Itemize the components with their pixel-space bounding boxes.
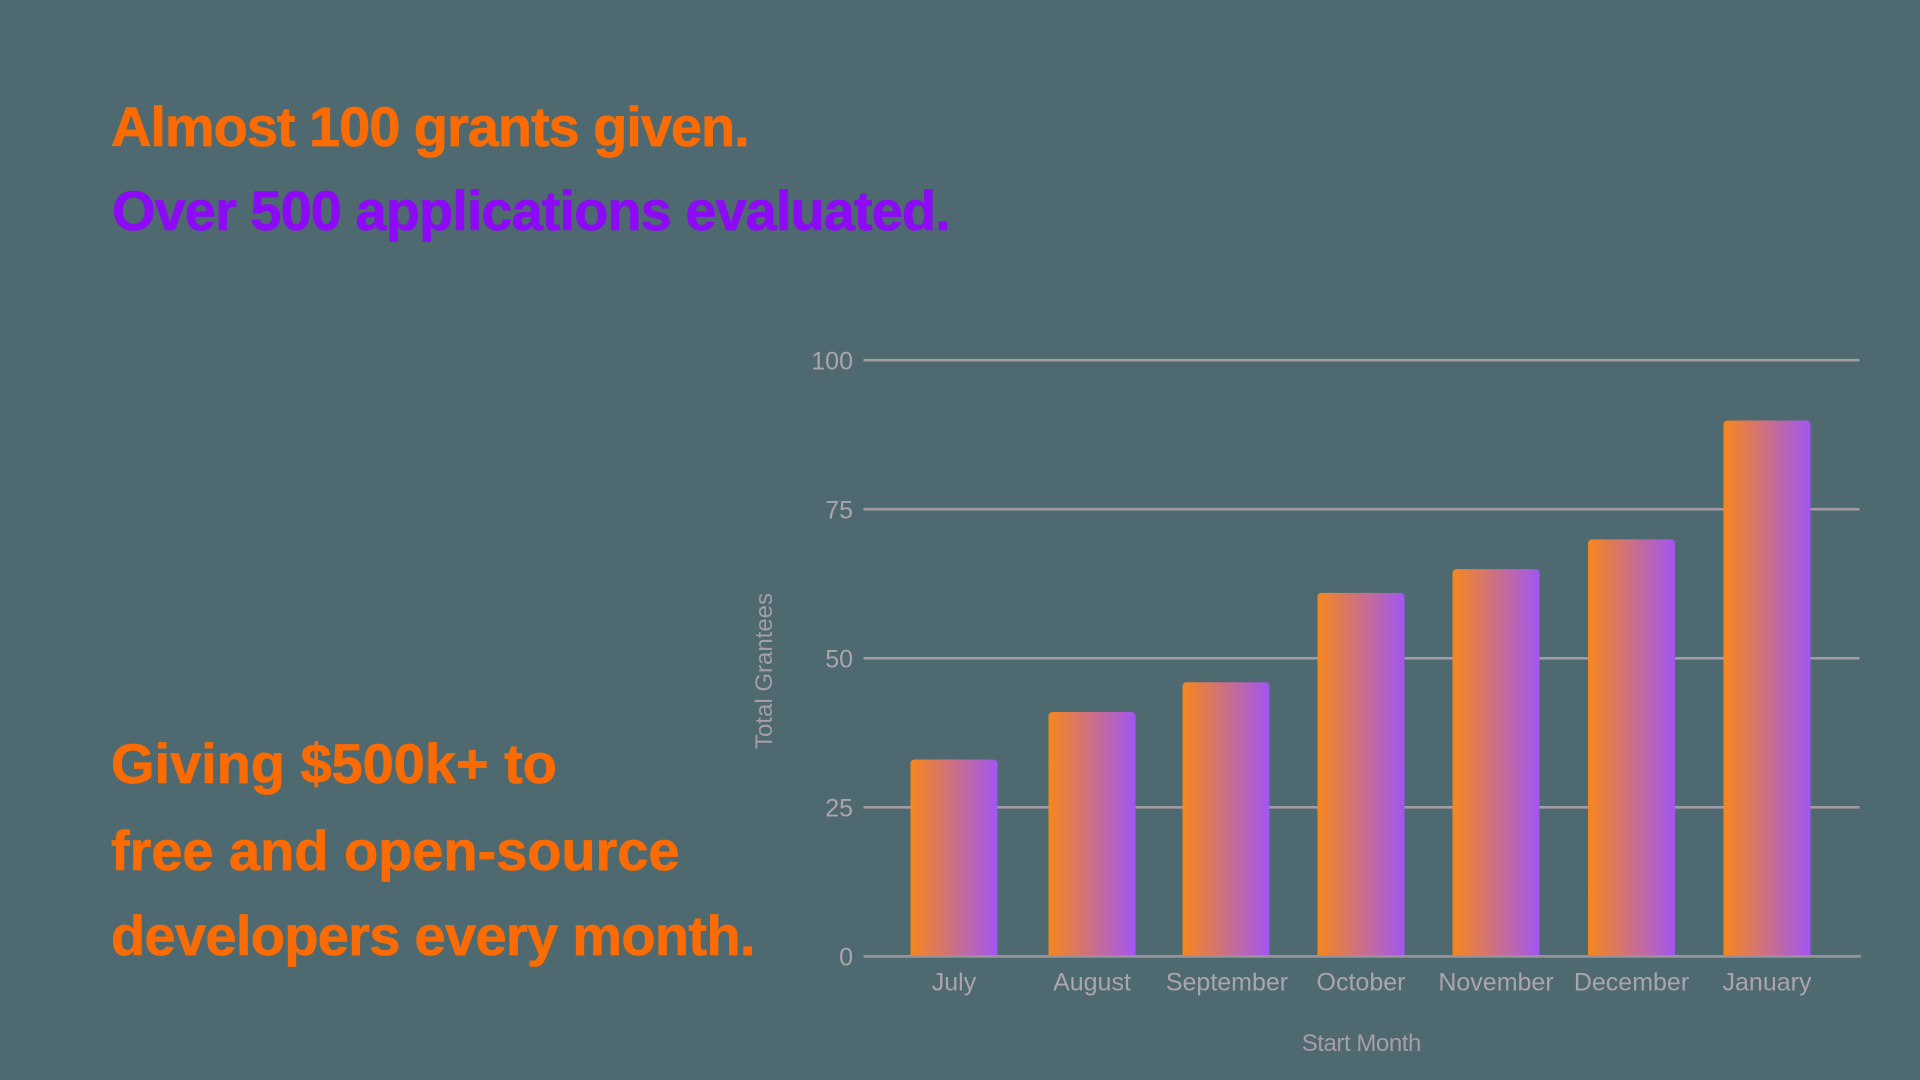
svg-text:October: October	[1317, 968, 1406, 996]
svg-text:75: 75	[825, 496, 853, 524]
svg-text:Start Month: Start Month	[1302, 1030, 1421, 1057]
svg-text:November: November	[1438, 968, 1553, 996]
svg-text:Total Grantees: Total Grantees	[751, 593, 778, 749]
svg-text:August: August	[1053, 968, 1131, 996]
svg-text:0: 0	[839, 944, 853, 972]
svg-text:July: July	[932, 968, 977, 996]
svg-text:January: January	[1723, 968, 1812, 996]
svg-text:50: 50	[825, 645, 853, 673]
svg-text:25: 25	[825, 794, 853, 822]
svg-text:September: September	[1166, 968, 1288, 996]
svg-text:December: December	[1574, 968, 1689, 996]
svg-text:100: 100	[811, 347, 853, 375]
